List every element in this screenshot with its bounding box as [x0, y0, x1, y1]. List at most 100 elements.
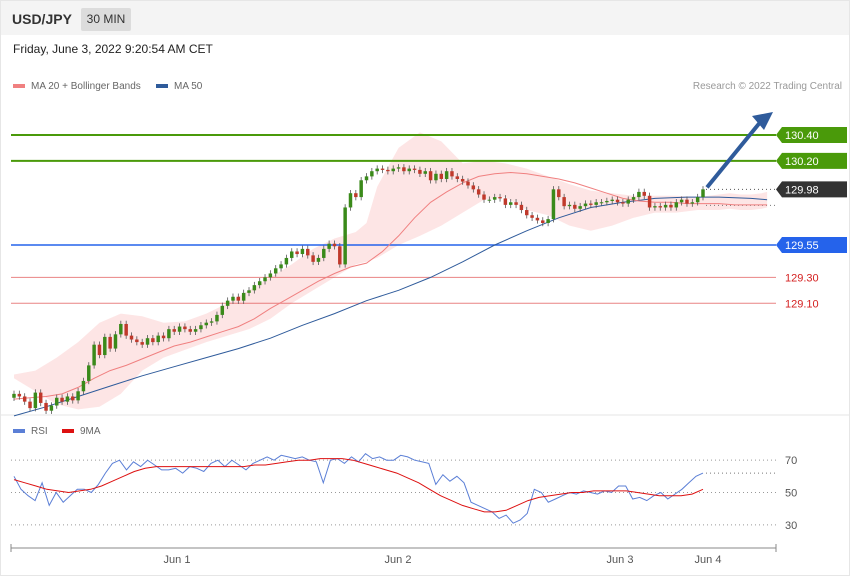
candle [471, 185, 476, 190]
ma20-line [13, 171, 768, 400]
candle [247, 290, 251, 293]
level-label: 129.10 [785, 298, 819, 310]
candle [637, 191, 641, 198]
candle [215, 314, 219, 322]
candle [476, 189, 481, 195]
legend-9ma: 9MA [62, 426, 101, 437]
legend-rsi-label: RSI [31, 426, 48, 437]
candle [396, 167, 401, 169]
candle [220, 305, 225, 315]
candle [257, 281, 262, 286]
candle [519, 204, 524, 211]
x-tick-label: Jun 1 [164, 554, 191, 566]
level-label: 130.40 [785, 130, 819, 142]
candle [113, 334, 118, 349]
candle [284, 257, 289, 265]
candle [273, 268, 278, 274]
candle [685, 199, 689, 204]
forecast-arrow-shaft [705, 118, 764, 189]
timestamp: Friday, June 3, 2022 9:20:54 AM CET [13, 42, 213, 56]
candle [546, 219, 550, 223]
candle [103, 336, 107, 356]
candle [236, 296, 241, 301]
legend-ma50-label: MA 50 [174, 81, 203, 92]
candle [610, 199, 614, 201]
candle [231, 296, 235, 301]
research-credit: Research © 2022 Trading Central [692, 81, 842, 92]
candle [551, 189, 556, 220]
candle [466, 181, 470, 186]
candle [252, 285, 257, 291]
level-tag [776, 152, 847, 169]
candle [28, 401, 32, 409]
candle [268, 273, 273, 278]
candle [354, 193, 358, 198]
candle [567, 204, 572, 207]
candle [386, 169, 390, 172]
candle [423, 171, 427, 174]
candle [503, 198, 508, 205]
candle [434, 173, 438, 181]
currency-pair-title: USD/JPY [12, 11, 72, 27]
candle [193, 329, 198, 332]
candle [492, 197, 497, 200]
candle [71, 396, 75, 401]
candle [177, 326, 182, 332]
legend-ma20: MA 20 + Bollinger Bands [13, 81, 141, 92]
candle [589, 203, 593, 205]
candle [455, 176, 460, 179]
candle [17, 393, 22, 397]
candle [348, 193, 353, 208]
candle [135, 339, 139, 343]
rsi-tick-label: 50 [785, 488, 797, 500]
ma9-swatch [62, 429, 74, 434]
candle [225, 300, 230, 306]
rsi-tick-label: 30 [785, 520, 797, 532]
candle [76, 391, 80, 401]
candle [119, 323, 123, 335]
candle [450, 171, 454, 177]
candle [418, 169, 422, 174]
candle [599, 202, 604, 204]
candle [573, 204, 577, 209]
candle [161, 335, 166, 339]
candle [97, 344, 102, 356]
candle [412, 168, 417, 170]
candle [279, 264, 283, 269]
candle [380, 168, 385, 170]
candle [594, 202, 598, 205]
candle [140, 342, 144, 345]
ma20-swatch [13, 84, 25, 89]
candle [199, 325, 203, 330]
candle [679, 199, 684, 203]
candle [167, 329, 171, 339]
candle [241, 292, 246, 301]
level-label: 129.55 [785, 240, 819, 252]
legend-ma20-label: MA 20 + Bollinger Bands [31, 81, 141, 92]
legend-ma50: MA 50 [156, 81, 202, 92]
candle [428, 171, 433, 181]
candle [402, 167, 406, 172]
candle [290, 251, 294, 258]
x-tick-label: Jun 2 [385, 554, 412, 566]
candle [316, 257, 321, 262]
x-tick-label: Jun 4 [695, 554, 722, 566]
legend-9ma-label: 9MA [80, 426, 101, 437]
timeframe-button[interactable]: 30 MIN [81, 8, 131, 31]
forecast-arrow-head [752, 112, 773, 130]
candle [129, 335, 134, 340]
candle [375, 168, 379, 172]
candle [87, 365, 91, 381]
candle [332, 243, 337, 247]
candle [701, 189, 705, 198]
candle [54, 397, 59, 406]
candle [663, 204, 668, 208]
candle [364, 176, 369, 181]
candle [487, 199, 492, 201]
candle [514, 202, 518, 205]
legend-rsi: RSI [13, 426, 48, 437]
rsi-line [13, 453, 704, 524]
level-tag [776, 181, 847, 198]
candle [391, 168, 395, 172]
